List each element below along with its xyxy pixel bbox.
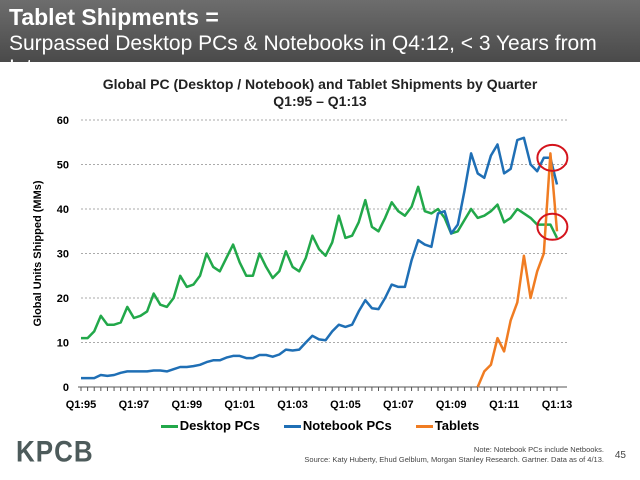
x-tick-label: Q1:05: [330, 399, 361, 411]
annotation-circle: [536, 212, 569, 241]
slide-subtitle: Surpassed Desktop PCs & Notebooks in Q4:…: [9, 32, 597, 79]
y-tick-label: 60: [57, 115, 69, 127]
series-line-notebook: [81, 136, 559, 380]
legend: Desktop PCs Notebook PCs Tablets: [0, 418, 640, 433]
page-number: 45: [614, 450, 626, 461]
kpcb-logo: KPCB: [16, 433, 94, 469]
y-axis-label: Global Units Shipped (MMs): [32, 180, 44, 326]
chart-subtitle: Q1:95 – Q1:13: [273, 93, 367, 109]
legend-desktop: Desktop PCs: [160, 418, 260, 433]
slide-title: Tablet Shipments =: [9, 4, 219, 30]
x-tick-label: Q1:13: [542, 399, 573, 411]
y-tick-label: 30: [57, 249, 69, 261]
chart-title: Global PC (Desktop / Notebook) and Table…: [102, 76, 538, 92]
x-tick-label: Q1:01: [224, 399, 255, 411]
title-banner: Tablet Shipments = Surpassed Desktop PCs…: [0, 0, 640, 79]
x-tick-label: Q1:97: [119, 399, 150, 411]
series-line-tablets: [476, 152, 559, 388]
x-tick-label: Q1:95: [66, 399, 97, 411]
y-tick-label: 20: [57, 293, 69, 305]
legend-notebook: Notebook PCs: [283, 418, 392, 433]
y-tick-label: 50: [57, 160, 69, 172]
x-tick-label: Q1:11: [489, 399, 519, 411]
annotation-circle: [536, 143, 569, 172]
y-tick-label: 0: [63, 382, 69, 394]
series-line-desktop: [81, 185, 559, 340]
y-tick-label: 40: [57, 204, 69, 216]
x-tick-label: Q1:07: [383, 399, 414, 411]
y-tick-label: 10: [57, 338, 69, 350]
x-tick-label: Q1:99: [171, 399, 202, 411]
x-tick-label: Q1:03: [277, 399, 308, 411]
x-tick-label: Q1:09: [436, 399, 467, 411]
footnote: Note: Notebook PCs include Netbooks. Sour…: [304, 445, 604, 464]
legend-tablets: Tablets: [415, 418, 479, 433]
